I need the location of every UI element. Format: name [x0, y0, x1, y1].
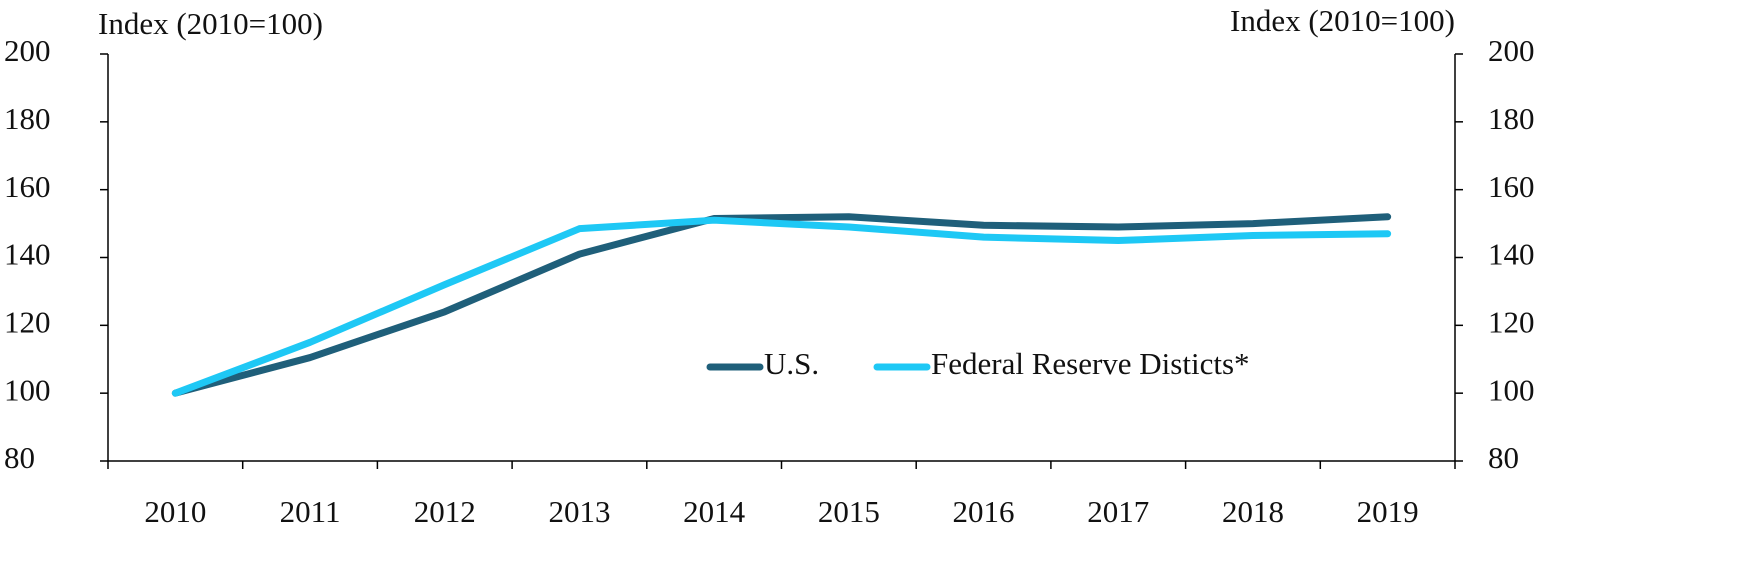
x-tick-label: 2012	[414, 494, 476, 529]
y-tick-label: 100	[4, 372, 51, 407]
x-tick-label: 2019	[1357, 494, 1419, 529]
y2-axis-label: Index (2010=100)	[1230, 3, 1455, 38]
series-line	[171, 213, 1392, 397]
y2-tick-label: 100	[1488, 372, 1535, 407]
y2-tick-label: 160	[1488, 169, 1535, 204]
y-tick-label: 200	[4, 33, 51, 68]
x-tick-label: 2017	[1087, 494, 1149, 529]
y-tick-label: 80	[4, 440, 35, 475]
y2-tick-label: 200	[1488, 33, 1535, 68]
y-tick-label: 180	[4, 101, 51, 136]
x-tick-label: 2015	[818, 494, 880, 529]
y-axis-label: Index (2010=100)	[98, 6, 323, 41]
legend-label: U.S.	[764, 346, 819, 381]
x-tick-label: 2018	[1222, 494, 1284, 529]
x-tick-label: 2013	[548, 494, 610, 529]
y2-tick-label: 80	[1488, 440, 1519, 475]
x-tick-label: 2016	[953, 494, 1015, 529]
y-tick-label: 160	[4, 169, 51, 204]
x-tick-label: 2010	[144, 494, 206, 529]
series-line	[171, 216, 1392, 397]
legend-label: Federal Reserve Disticts*	[931, 346, 1250, 381]
x-tick-label: 2014	[683, 494, 746, 529]
y-tick-label: 140	[4, 237, 51, 272]
y2-tick-label: 140	[1488, 237, 1535, 272]
x-tick-label: 2011	[280, 494, 341, 529]
y2-tick-label: 180	[1488, 101, 1535, 136]
y-tick-label: 120	[4, 304, 51, 339]
y2-tick-label: 120	[1488, 304, 1535, 339]
